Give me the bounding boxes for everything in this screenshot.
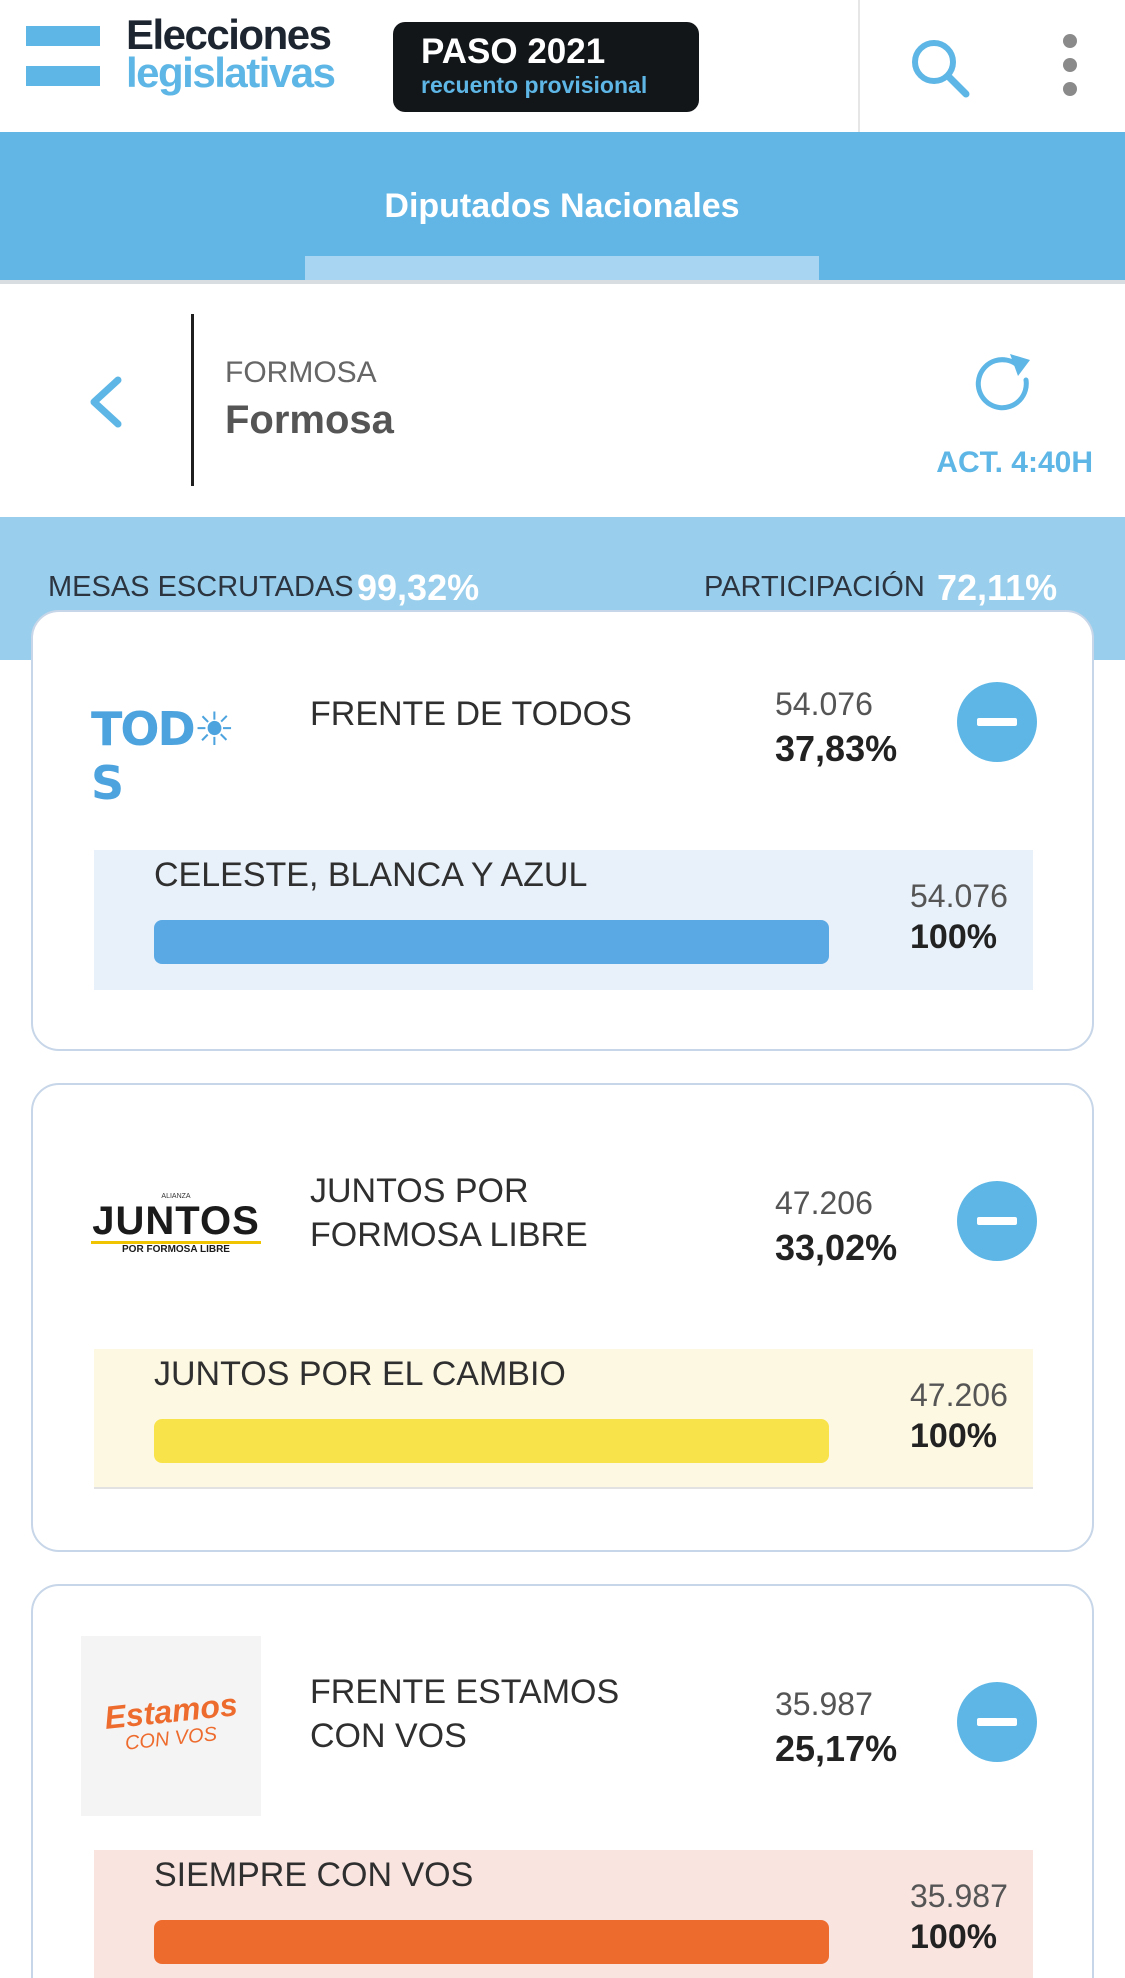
participacion-value: 72,11%	[937, 567, 1058, 608]
badge-title: PASO 2021	[421, 32, 606, 71]
list-votes: 54.076	[910, 878, 1008, 914]
party-name: FRENTE DE TODOS	[310, 692, 632, 736]
tab-label: Diputados Nacionales	[384, 187, 740, 225]
tab-bar: Diputados Nacionales	[0, 132, 1125, 280]
location-name: Formosa	[225, 398, 394, 442]
party-name-line2: FORMOSA LIBRE	[310, 1216, 588, 1254]
list-row: JUNTOS POR EL CAMBIO 47.206 100%	[94, 1349, 1033, 1489]
menu-flag-icon[interactable]	[26, 26, 100, 90]
tab-diputados-nacionales[interactable]: Diputados Nacionales	[305, 132, 819, 280]
list-bar-fill	[154, 1920, 829, 1964]
party-name-line1: FRENTE ESTAMOS	[310, 1673, 620, 1711]
chevron-left-icon[interactable]	[86, 374, 126, 430]
election-badge: PASO 2021 recuento provisional	[393, 22, 699, 112]
list-name: SIEMPRE CON VOS	[154, 1856, 474, 1894]
list-votes: 47.206	[910, 1377, 1008, 1413]
party-votes: 35.987	[775, 1686, 873, 1722]
party-votes: 47.206	[775, 1185, 873, 1221]
list-row: SIEMPRE CON VOS 35.987 100%	[94, 1850, 1033, 1978]
party-name-line2: CON VOS	[310, 1717, 467, 1755]
brand-line2: legislativas	[126, 49, 336, 96]
party-name: JUNTOS POR FORMOSA LIBRE	[310, 1169, 588, 1257]
participacion-label: PARTICIPACIÓN	[704, 571, 925, 603]
collapse-minus-icon[interactable]	[957, 1181, 1037, 1261]
logo-text: TOD☀S	[91, 702, 235, 810]
header-divider	[858, 0, 860, 132]
logo-text-small: ALIANZA	[161, 1193, 191, 1200]
list-bar-track	[154, 1920, 829, 1964]
list-percent: 100%	[910, 1417, 997, 1455]
list-percent: 100%	[910, 1918, 997, 1956]
list-bar-fill	[154, 920, 829, 964]
kebab-dot	[1063, 34, 1077, 48]
brand-logo[interactable]: Elecciones legislativas	[126, 11, 336, 96]
party-votes: 54.076	[775, 686, 873, 722]
mesas-value: 99,32%	[357, 567, 480, 608]
badge-subtitle: recuento provisional	[421, 72, 648, 98]
list-name: CELESTE, BLANCA Y AZUL	[154, 856, 588, 894]
party-percent: 37,83%	[775, 728, 898, 769]
party-percent: 33,02%	[775, 1227, 898, 1268]
tab-bar-shadow	[0, 280, 1125, 284]
location-header: FORMOSA Formosa ACT. 4:40H	[0, 284, 1125, 517]
list-name: JUNTOS POR EL CAMBIO	[154, 1355, 566, 1393]
logo-text-sub: POR FORMOSA LIBRE	[91, 1241, 261, 1256]
party-card: ALIANZA JUNTOS POR FORMOSA LIBRE JUNTOS …	[31, 1083, 1094, 1552]
flag-stripe-top	[26, 26, 100, 46]
list-votes: 35.987	[910, 1878, 1008, 1914]
party-name: FRENTE ESTAMOS CON VOS	[310, 1670, 619, 1758]
list-row: CELESTE, BLANCA Y AZUL 54.076 100%	[94, 850, 1033, 990]
party-percent: 25,17%	[775, 1728, 898, 1769]
party-logo-todos: TOD☀S	[91, 702, 261, 810]
list-percent: 100%	[910, 918, 997, 956]
party-card: TOD☀S FRENTE DE TODOS 54.076 37,83% CELE…	[31, 610, 1094, 1051]
collapse-minus-icon[interactable]	[957, 1682, 1037, 1762]
list-bar-track	[154, 920, 829, 964]
collapse-minus-icon[interactable]	[957, 682, 1037, 762]
kebab-menu-icon[interactable]	[1058, 34, 1082, 100]
last-update: ACT. 4:40H	[936, 446, 1093, 479]
party-card: Estamos CON VOS FRENTE ESTAMOS CON VOS 3…	[31, 1584, 1094, 1978]
party-logo-juntos: ALIANZA JUNTOS POR FORMOSA LIBRE	[91, 1193, 261, 1257]
brand-line1: Elecciones	[126, 11, 332, 58]
logo-text: JUNTOS	[92, 1199, 260, 1243]
kebab-dot	[1063, 82, 1077, 96]
party-name-line1: FRENTE DE TODOS	[310, 695, 632, 733]
location-parent: FORMOSA	[225, 356, 377, 389]
app-header: Elecciones legislativas PASO 2021 recuen…	[0, 0, 1125, 132]
location-divider	[191, 314, 194, 486]
party-name-line1: JUNTOS POR	[310, 1172, 529, 1210]
refresh-icon[interactable]	[968, 350, 1038, 420]
list-bar-track	[154, 1419, 829, 1463]
list-bar-fill	[154, 1419, 829, 1463]
kebab-dot	[1063, 58, 1077, 72]
search-icon[interactable]	[908, 36, 972, 100]
tab-active-indicator	[305, 256, 819, 280]
mesas-label: MESAS ESCRUTADAS	[48, 571, 354, 603]
party-logo-estamos: Estamos CON VOS	[81, 1636, 261, 1816]
flag-stripe-bottom	[26, 66, 100, 86]
